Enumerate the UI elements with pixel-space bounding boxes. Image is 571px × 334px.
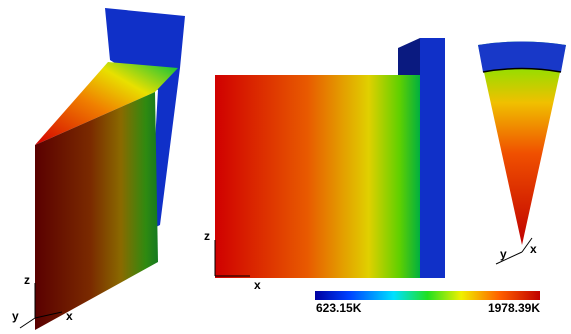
axis-label: y bbox=[12, 309, 19, 323]
fan-face bbox=[478, 42, 566, 246]
axis-label: z bbox=[204, 229, 210, 243]
axis-label: x bbox=[530, 242, 537, 256]
right-view: y x bbox=[478, 42, 566, 265]
axis-y bbox=[20, 318, 35, 328]
front-face bbox=[215, 75, 420, 278]
axis-label: y bbox=[500, 247, 507, 261]
axis-label: x bbox=[254, 278, 261, 292]
colorbar-min-label: 623.15K bbox=[316, 301, 362, 315]
colorbar-gradient bbox=[315, 291, 540, 300]
axis-label: x bbox=[66, 309, 73, 323]
colorbar-max-label: 1978.39K bbox=[488, 301, 540, 315]
blue-bar bbox=[420, 38, 445, 278]
visualization: z y x z x y x 623.15K 1978.39K bbox=[0, 0, 571, 334]
middle-view: z x bbox=[204, 38, 445, 292]
left-view: z y x bbox=[12, 8, 185, 330]
blue-band bbox=[478, 42, 566, 73]
axis-label: z bbox=[24, 273, 30, 287]
colorbar: 623.15K 1978.39K bbox=[315, 291, 540, 315]
